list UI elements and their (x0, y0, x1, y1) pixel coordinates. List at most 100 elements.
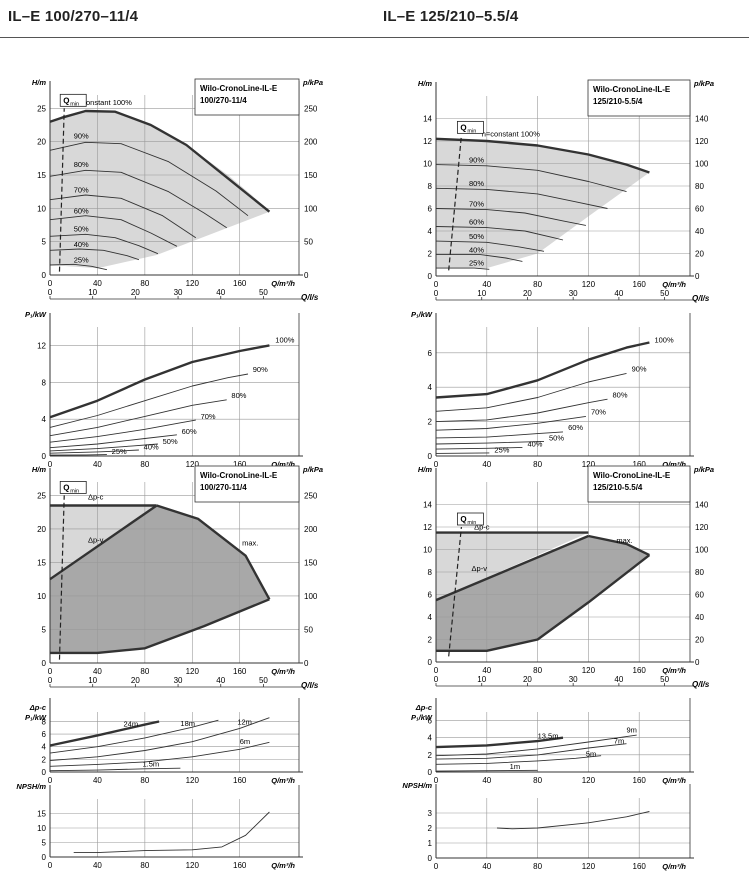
series-80- (435, 398, 608, 423)
curve-label: 40% (144, 443, 159, 452)
y-tick-label: 8 (428, 182, 433, 191)
y-tick-label: 4 (428, 734, 433, 743)
qmin-label: Q (460, 515, 466, 524)
x2-tick-label: 40 (614, 289, 623, 298)
series-n-constant-100- (435, 137, 650, 174)
y-tick-label: 14 (423, 501, 432, 510)
x-tick-label: 120 (582, 776, 596, 785)
x-tick-label: 40 (93, 776, 102, 785)
series-13-5m (435, 736, 564, 749)
x-tick-label: 120 (582, 280, 596, 289)
series-24m (49, 720, 160, 747)
qmin-subscript: min (70, 488, 79, 494)
y2-tick-label: 20 (695, 250, 704, 259)
y-tick-label: 0 (42, 853, 47, 862)
curve-label: 90% (469, 155, 484, 164)
curve-label: 40% (469, 245, 484, 254)
y-tick-label: 20 (37, 138, 46, 147)
series-25- (49, 454, 107, 456)
curve-label: 25% (112, 447, 127, 456)
qmin-subscript: min (467, 520, 476, 526)
x2-tick-label: 50 (259, 676, 268, 685)
y-tick-label: 0 (428, 658, 433, 667)
curve-label: 40% (74, 240, 89, 249)
legend-series-name: Wilo-CronoLine-IL-E (593, 85, 671, 94)
x-tick-label: 40 (93, 667, 102, 676)
x-tick-label: 160 (633, 862, 647, 871)
y2-tick-label: 150 (304, 558, 318, 567)
y2-tick-label: 200 (304, 138, 318, 147)
x-axis-label: Q/m³/h (662, 862, 686, 871)
legend-model: 100/270-11/4 (200, 483, 247, 492)
y2-tick-label: 250 (304, 104, 318, 113)
x-tick-label: 160 (233, 776, 247, 785)
x-tick-label: 160 (633, 460, 647, 469)
series-100- (435, 341, 650, 399)
x2-tick-label: 40 (216, 288, 225, 297)
qmin-line (58, 108, 65, 272)
x-tick-label: 120 (186, 861, 200, 870)
series-80- (435, 187, 608, 209)
curve-label: 60% (182, 427, 197, 436)
y-axis-label: P₁/kW (25, 310, 47, 319)
curve-label: n=constant 100% (482, 130, 541, 139)
curve-label: 70% (201, 412, 216, 421)
y-tick-label: 2 (42, 755, 47, 764)
y-tick-label: 3 (428, 809, 433, 818)
y2-tick-label: 200 (304, 525, 318, 534)
y2-tick-label: 0 (304, 659, 309, 668)
x-tick-label: 160 (633, 666, 647, 675)
x-axis-label: Q/m³/h (662, 776, 686, 785)
y-tick-label: 0 (428, 272, 433, 281)
y-tick-label: 25 (37, 491, 46, 500)
qmin-subscript: min (467, 128, 476, 134)
x-axis-label: Q/m³/h (662, 280, 686, 289)
curve-label: 50% (163, 437, 178, 446)
curve-label: 40% (527, 440, 542, 449)
series-50- (435, 240, 545, 252)
series-40- (436, 254, 523, 262)
series-18m (49, 719, 219, 754)
y2-tick-label: 60 (695, 205, 704, 214)
x-tick-label: 40 (482, 666, 491, 675)
series-max- (588, 534, 650, 557)
x2-tick-label: 0 (48, 288, 53, 297)
legend-box (194, 78, 300, 116)
series-60- (49, 434, 177, 449)
x-tick-label: 40 (482, 460, 491, 469)
x-tick-label: 40 (482, 280, 491, 289)
series-70- (49, 419, 196, 443)
y2-tick-label: 140 (695, 115, 709, 124)
y-tick-label: 0 (428, 452, 433, 461)
curve-label: 9m (627, 726, 637, 735)
x2-axis-label: Q/l/s (301, 293, 319, 302)
y-tick-label: 2 (428, 636, 433, 645)
series-min (50, 598, 270, 655)
x-tick-label: 80 (140, 279, 149, 288)
x-axis-label: Q/m³/h (271, 460, 295, 469)
y-tick-label: 6 (428, 717, 433, 726)
curve-label: 25% (494, 446, 509, 455)
series-6m (49, 741, 270, 767)
y-tick-label: 2 (428, 418, 433, 427)
series-25- (435, 452, 490, 454)
curve-label: 70% (74, 185, 89, 194)
x-axis-label: Q/m³/h (271, 667, 295, 676)
series-max- (156, 504, 271, 600)
y-axis-label: H/m (32, 465, 47, 474)
legend-model: 125/210-5.5/4 (593, 483, 643, 492)
y-axis-label: Δp-c (29, 703, 47, 712)
series-90- (49, 141, 249, 217)
series-1-5m (49, 767, 181, 772)
x-tick-label: 40 (93, 460, 102, 469)
qmin-box (456, 512, 484, 526)
curve-label: Δp-c (474, 522, 490, 531)
x-tick-label: 0 (48, 667, 53, 676)
x2-tick-label: 50 (660, 675, 669, 684)
series-npsh (73, 811, 270, 854)
x-tick-label: 40 (93, 279, 102, 288)
x-tick-label: 80 (533, 776, 542, 785)
x-tick-label: 120 (186, 667, 200, 676)
curve-label: max. (616, 536, 632, 545)
curve-label: Δp-v (88, 535, 104, 544)
